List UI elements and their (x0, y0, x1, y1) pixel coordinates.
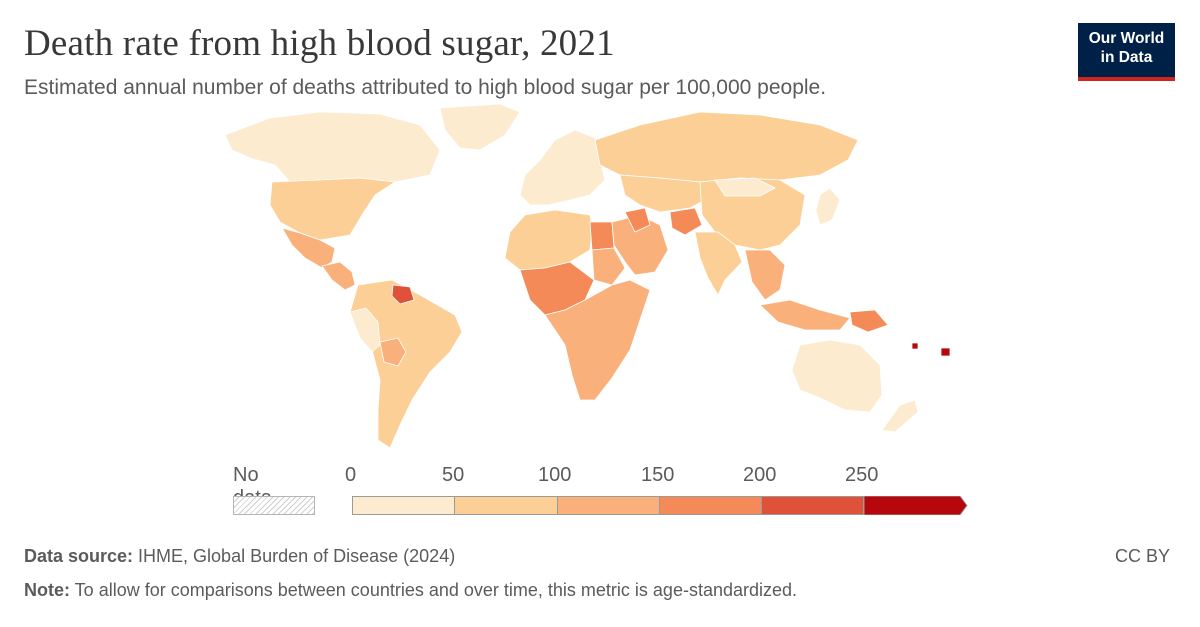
map-region-bolivia[interactable]: Bolivia (379, 337, 407, 367)
map-region-peru[interactable]: Peru (349, 307, 381, 353)
license-link[interactable]: CC BY (1114, 546, 1170, 566)
logo-line-1: Our World (1088, 30, 1165, 47)
map-region-mongolia[interactable]: Mongolia (714, 177, 776, 197)
owid-logo[interactable]: Our World in Data (1078, 23, 1175, 81)
map-region-south-america[interactable]: South America (349, 279, 463, 449)
world-map[interactable]: Greenland Canada United States Mexico Ce… (0, 100, 1200, 450)
legend-tick-label: 150 (641, 464, 675, 486)
map-region-egypt[interactable]: Egypt (589, 221, 615, 251)
map-region-fiji-small[interactable]: Fiji (911, 342, 919, 350)
note-text: To allow for comparisons between countri… (70, 580, 798, 600)
data-source: Data source: IHME, Global Burden of Dise… (24, 546, 455, 567)
map-region-southern-africa[interactable]: Southern Africa (544, 279, 651, 401)
legend-bin-250-plus[interactable] (864, 496, 968, 515)
map-region-indonesia[interactable]: Indonesia (759, 299, 851, 331)
chart-subtitle: Estimated annual number of deaths attrib… (24, 76, 827, 99)
map-region-australia[interactable]: Australia (791, 339, 883, 413)
map-region-fiji[interactable]: Fiji (940, 347, 951, 357)
map-region-north-africa[interactable]: North Africa (504, 209, 593, 271)
data-source-label: Data source: (24, 546, 134, 566)
legend-bin-100-150[interactable] (558, 496, 660, 515)
legend-bin-150-200[interactable] (660, 496, 762, 515)
map-region-central-asia[interactable]: Central Asia (619, 174, 706, 213)
map-region-japan[interactable]: Japan (815, 187, 841, 226)
map-region-united-states[interactable]: United States (269, 177, 396, 241)
chart-note: Note: To allow for comparisons between c… (24, 580, 797, 601)
map-region-india[interactable]: India (694, 231, 743, 296)
legend-tick-label: 50 (442, 464, 465, 486)
map-region-southeast-asia[interactable]: Southeast Asia (744, 249, 786, 301)
map-region-guyana[interactable]: Guyana (391, 284, 415, 305)
map-region-mexico[interactable]: Mexico (281, 227, 336, 269)
map-region-greenland[interactable]: Greenland (439, 103, 521, 151)
map-region-new-zealand[interactable]: New Zealand (881, 399, 919, 433)
map-region-sudan[interactable]: Sudan (591, 247, 626, 286)
legend-tick-label: 250 (845, 464, 879, 486)
logo-line-2: in Data (1100, 49, 1153, 66)
legend-tick-label: 200 (743, 464, 777, 486)
legend-bin-200-250[interactable] (762, 496, 864, 515)
note-label: Note: (24, 580, 70, 600)
legend-tick-label: 100 (538, 464, 572, 486)
map-region-canada[interactable]: Canada (224, 111, 441, 183)
legend-tick-label: 0 (345, 464, 357, 486)
legend-no-data-swatch[interactable] (233, 496, 315, 515)
map-region-central-america[interactable]: Central America (321, 261, 356, 291)
map-region-papua-new-guinea[interactable]: Papua New Guinea (849, 309, 889, 333)
chart-title: Death rate from high blood sugar, 2021 (24, 23, 615, 64)
map-region-europe[interactable]: Europe (519, 129, 606, 206)
map-region-iraq[interactable]: Iraq (624, 207, 651, 233)
legend-bin-50-100[interactable] (455, 496, 558, 515)
legend-bin-0-50[interactable] (352, 496, 455, 515)
map-region-afghanistan[interactable]: Afghanistan (669, 207, 703, 236)
map-region-russia[interactable]: Russia (594, 111, 859, 183)
data-source-text: IHME, Global Burden of Disease (2024) (133, 546, 456, 566)
